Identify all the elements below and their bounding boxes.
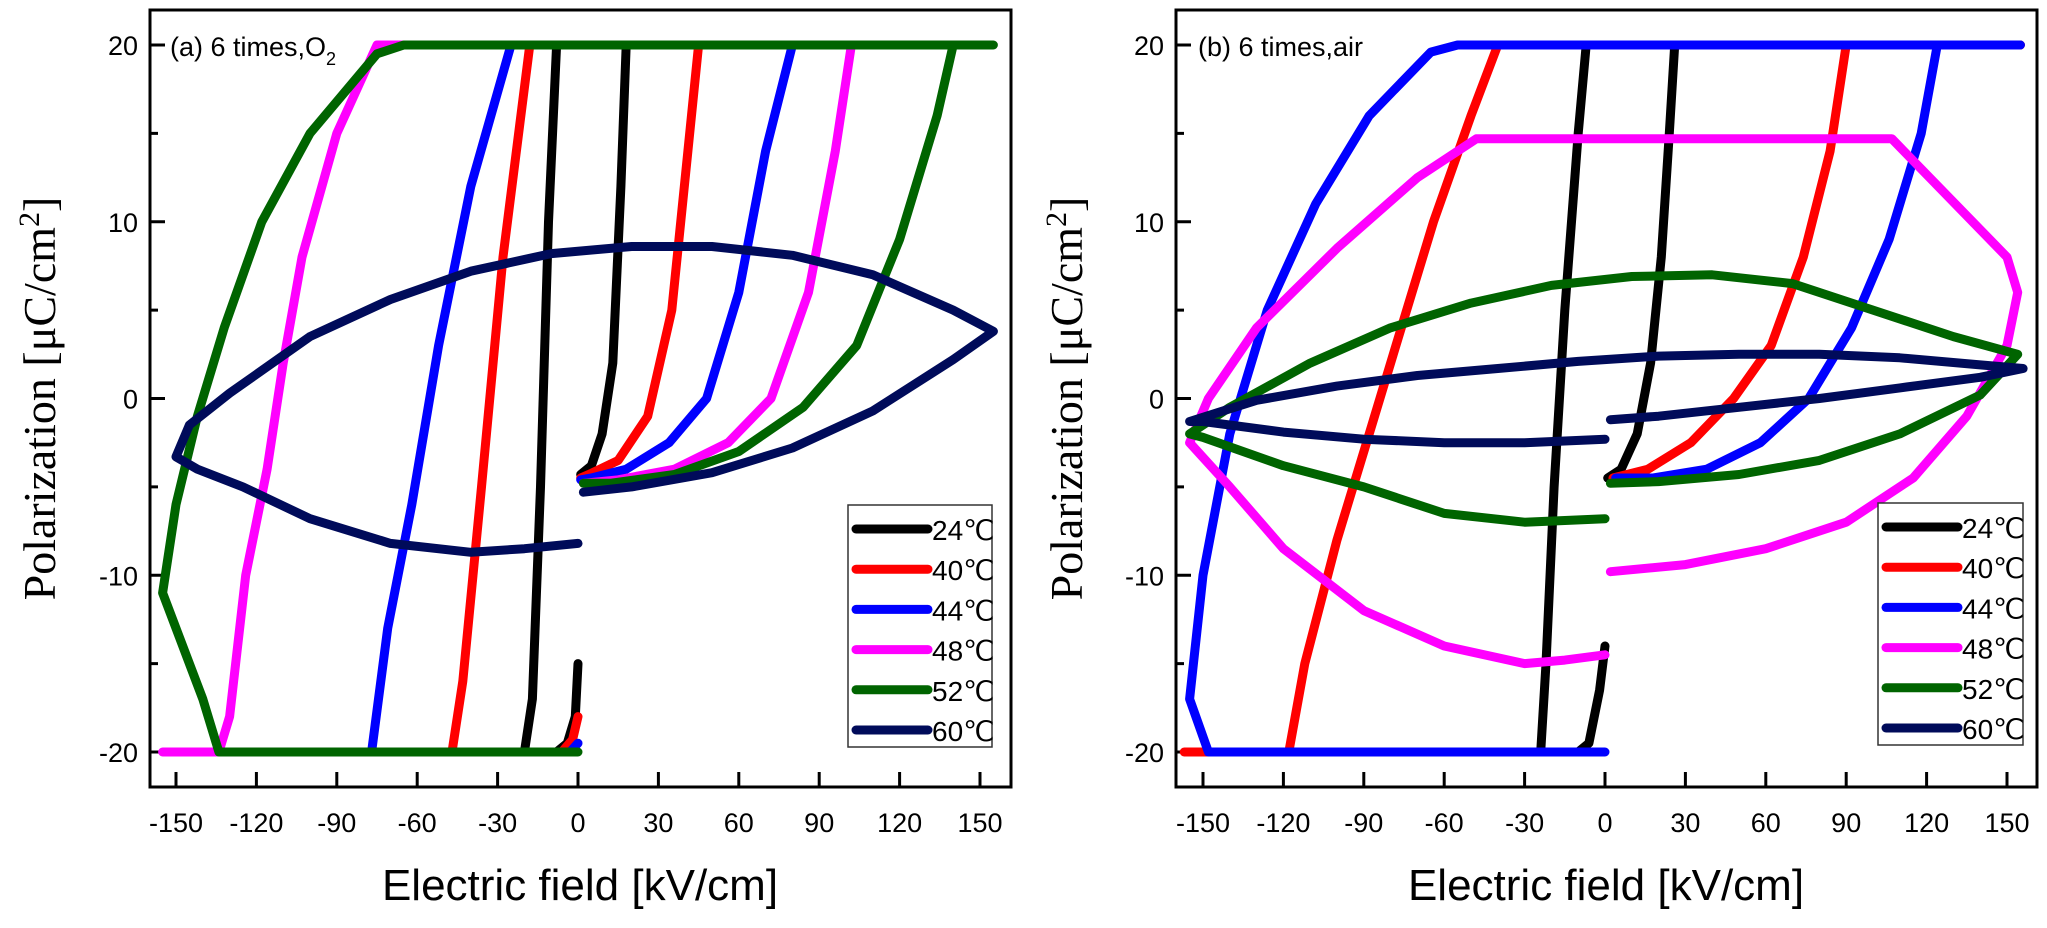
series-line-44C [1185, 40, 2025, 757]
y-tick-label: 10 [1134, 208, 1164, 238]
legend-label: 60℃ [932, 716, 995, 747]
x-tick-label: 0 [1597, 808, 1612, 838]
legend-item: 44℃ [1881, 593, 2025, 624]
x-tick-label: 30 [643, 808, 673, 838]
x-tick-label: -30 [478, 808, 517, 838]
legend-item: 60℃ [1881, 714, 2025, 745]
title-subscript: 2 [326, 49, 336, 69]
y-tick-label: -20 [99, 738, 138, 768]
x-tick-label: -150 [149, 808, 203, 838]
legend-item: 48℃ [1881, 634, 2025, 665]
panel-b: -150 -120 -90 -60 -30 0 30 60 90 120 150 -20 -10 0 10 2… [1040, 8, 2039, 910]
x-tick-label: 90 [1831, 808, 1861, 838]
x-tick-label: 60 [724, 808, 754, 838]
legend-label: 44℃ [932, 595, 995, 626]
legend: 24℃ 40℃ 44℃ 48℃ 52℃ 60℃ [1877, 502, 2025, 746]
series-line-60C [171, 242, 998, 557]
x-tick-label: -60 [398, 808, 437, 838]
legend-item: 48℃ [851, 636, 995, 667]
x-tick-label: 120 [877, 808, 922, 838]
legend-item: 40℃ [1881, 553, 2025, 584]
legend-label: 24℃ [932, 515, 995, 546]
ylabel-suffix: ] [1041, 197, 1092, 212]
x-tick-label: -120 [1256, 808, 1310, 838]
panel-title: (a) 6 times,O2 [170, 32, 336, 69]
x-axis-label: Electric field [kV/cm] [382, 861, 778, 910]
legend-item: 40℃ [851, 555, 995, 586]
series-line-48C [1185, 134, 2023, 669]
x-tick-label: -120 [229, 808, 283, 838]
legend-label: 60℃ [1962, 714, 2025, 745]
y-axis-label: Polarization [μC/cm2] [13, 197, 65, 601]
series-line-60C [1185, 349, 2028, 448]
x-tick-label: -30 [1505, 808, 1544, 838]
series-line-52C [158, 40, 998, 757]
legend-item: 24℃ [851, 515, 995, 546]
series-line-52C [1185, 270, 2023, 527]
x-tick-label: 120 [1904, 808, 1949, 838]
y-tick-label: 20 [1134, 31, 1164, 61]
legend-box [1877, 502, 2024, 746]
x-tick-label: 150 [1984, 808, 2029, 838]
legend-label: 40℃ [1962, 553, 2025, 584]
legend-label: 48℃ [932, 636, 995, 667]
legend-label: 52℃ [1962, 674, 2025, 705]
y-tick-label: 0 [1149, 385, 1164, 415]
x-tick-label: 150 [957, 808, 1002, 838]
y-tick-label: -10 [1125, 561, 1164, 591]
panel-title: (b) 6 times,air [1198, 32, 1363, 62]
ylabel-superscript: 2 [13, 212, 46, 227]
series-line-40C [447, 40, 744, 757]
y-axis-label: Polarization [μC/cm2] [1040, 197, 1092, 601]
legend-label: 48℃ [1962, 634, 2025, 665]
x-tick-label: -90 [317, 808, 356, 838]
legend: 24℃ 40℃ 44℃ 48℃ 52℃ 60℃ [847, 504, 995, 748]
panel-a: -150 -120 -90 -60 -30 0 30 60 90 120 150 -20 -10 0 10 2… [13, 8, 1013, 910]
legend-label: 40℃ [932, 555, 995, 586]
x-tick-label: -90 [1344, 808, 1383, 838]
ylabel-suffix: ] [14, 197, 65, 212]
legend-label: 44℃ [1962, 593, 2025, 624]
x-axis-label: Electric field [kV/cm] [1408, 861, 1804, 910]
y-tick-label: 10 [108, 208, 138, 238]
legend-item: 52℃ [851, 676, 995, 707]
legend-item: 24℃ [1881, 513, 2025, 544]
y-tick-label: 0 [123, 385, 138, 415]
y-tick-label: -10 [99, 561, 138, 591]
x-tick-label: -150 [1176, 808, 1230, 838]
legend-item: 60℃ [851, 716, 995, 747]
legend-label: 52℃ [932, 676, 995, 707]
x-tick-label: 90 [804, 808, 834, 838]
y-tick-label: 20 [108, 31, 138, 61]
y-tick-label: -20 [1125, 738, 1164, 768]
x-tick-label: -60 [1425, 808, 1464, 838]
x-tick-label: 30 [1670, 808, 1700, 838]
ylabel-superscript: 2 [1040, 212, 1073, 227]
legend-label: 24℃ [1962, 513, 2025, 544]
legend-item: 44℃ [851, 595, 995, 626]
x-tick-label: 60 [1751, 808, 1781, 838]
legend-box [847, 504, 993, 748]
x-tick-label: 0 [570, 808, 585, 838]
legend-item: 52℃ [1881, 674, 2025, 705]
series-line-24C [519, 40, 631, 757]
